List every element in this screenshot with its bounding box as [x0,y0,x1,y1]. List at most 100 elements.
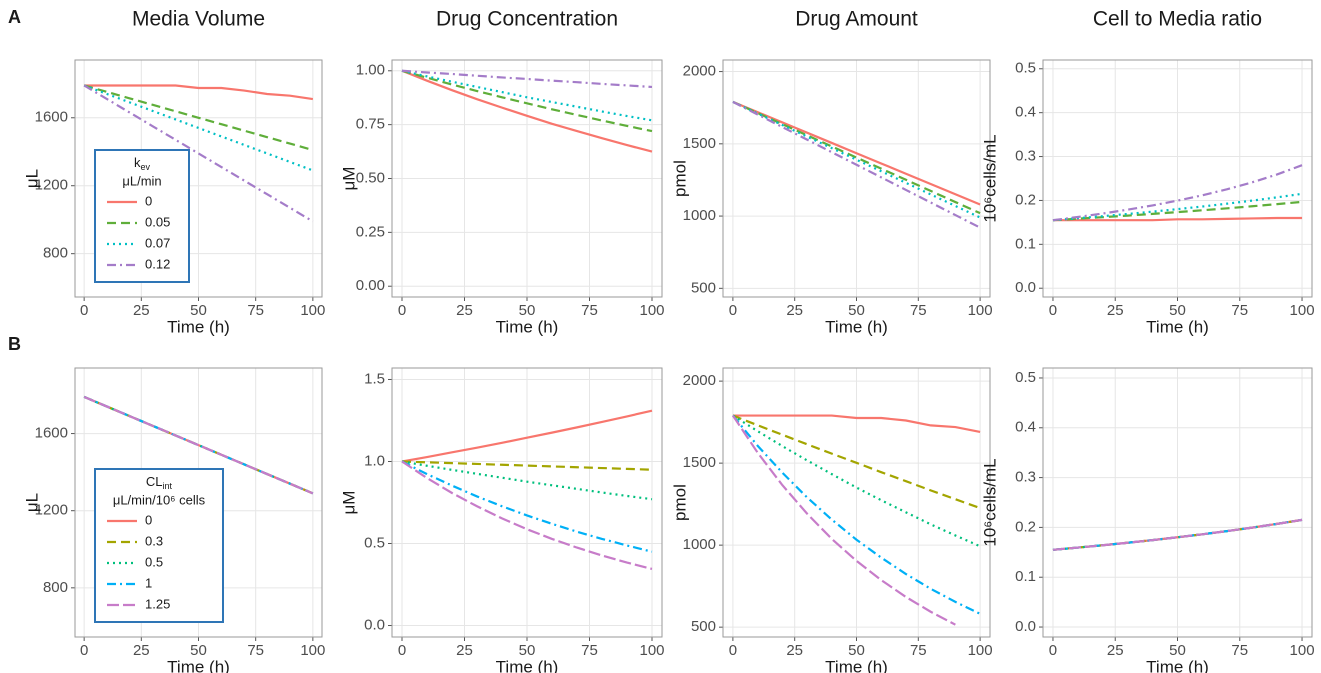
plot-border [74,367,323,638]
y-tick-label: 1000 [683,536,716,553]
x-tick-label: 50 [190,302,207,319]
y-tick-label: 0.2 [1015,191,1036,208]
x-tick-label: 0 [1049,642,1057,659]
y-tick-label: 1500 [683,454,716,471]
panel: Media Volume 800 1200 1600 0 25 50 75 100 Time (h… [22,8,325,337]
y-tick-label: 0.3 [1015,469,1036,486]
series-line [732,414,981,615]
y-tick-label: 0.1 [1015,568,1036,585]
x-tick-label: 25 [133,642,150,659]
y-axis-label: pmol [670,160,689,197]
y-axis-label: pmol [670,484,689,521]
x-tick-label: 25 [1107,302,1124,319]
plot-border [391,367,663,638]
legend-label: 0.12 [145,256,170,271]
panel: Drug Amount 500 1000 1500 2000 0 25 50 75 100 Time… [670,8,992,337]
panel-label: B [8,334,21,354]
x-tick-label: 0 [80,302,88,319]
x-tick-label: 100 [1290,302,1315,319]
legend-box [94,468,224,623]
series-line [1052,518,1303,551]
x-tick-label: 50 [848,642,865,659]
legend-label: 0.05 [145,214,170,229]
y-axis-label: μL [22,493,41,512]
x-tick-label: 75 [247,642,264,659]
x-axis-label: Time (h) [825,317,888,336]
x-tick-label: 0 [398,302,406,319]
legend-title-line2: μL/min [122,173,161,188]
x-tick-label: 25 [1107,642,1124,659]
chart-title: Media Volume [132,8,265,31]
x-tick-label: 25 [133,302,150,319]
x-tick-label: 100 [968,302,993,319]
y-tick-label: 1600 [35,109,68,126]
y-tick-label: 1500 [683,135,716,152]
series-line [401,460,653,570]
x-axis-label: Time (h) [1146,657,1209,673]
y-tick-label: 1600 [35,425,68,442]
x-tick-label: 0 [80,642,88,659]
legend-label: 0 [145,512,152,527]
series-line [1052,216,1303,222]
y-tick-label: 2000 [683,63,716,80]
y-tick-label: 0.5 [1015,369,1036,386]
series-line [1052,164,1303,222]
y-axis-label: 10⁶cells/mL [980,134,999,222]
chart-title: Drug Amount [795,8,918,31]
y-tick-label: 0.50 [356,169,385,186]
x-tick-label: 50 [848,302,865,319]
y-tick-label: 1.0 [364,452,385,469]
x-tick-label: 50 [1169,302,1186,319]
x-tick-label: 100 [968,642,993,659]
x-axis-label: Time (h) [167,657,230,673]
y-axis-label: μL [22,169,41,188]
series-line [84,84,314,101]
series-line [732,414,981,548]
x-tick-label: 75 [581,302,598,319]
series-line [732,414,981,510]
series-line [731,414,956,626]
panel: 800 1200 1600 0 25 50 75 100 Time (h) μL CLintμL/m… [22,367,325,673]
y-tick-label: 0.25 [356,223,385,240]
y-tick-label: 0.1 [1015,235,1036,252]
y-tick-label: 0.75 [356,116,385,133]
legend-box [94,149,190,283]
x-axis-label: Time (h) [1146,317,1209,336]
x-tick-label: 0 [729,642,737,659]
y-axis-label: μM [339,491,358,515]
legend-title-sub: ev [140,162,150,172]
x-tick-label: 50 [519,642,536,659]
x-tick-label: 75 [247,302,264,319]
y-axis-label: μM [339,167,358,191]
x-tick-label: 100 [639,302,664,319]
x-tick-label: 25 [786,302,803,319]
x-tick-label: 75 [1231,642,1248,659]
y-tick-label: 0.4 [1015,104,1036,121]
y-tick-label: 1200 [35,177,68,194]
y-tick-label: 1000 [683,207,716,224]
series-line [401,69,653,122]
plot-border [722,59,991,298]
x-tick-label: 100 [300,642,325,659]
series-line [732,100,981,215]
series-line [732,100,981,229]
y-tick-label: 0.5 [1015,60,1036,77]
chart-title: Drug Concentration [436,8,618,31]
plot-border [1042,59,1313,298]
x-tick-label: 100 [1290,642,1315,659]
x-tick-label: 25 [786,642,803,659]
series-line [732,100,981,206]
x-tick-label: 50 [519,302,536,319]
x-tick-label: 50 [190,642,207,659]
legend-label: 0.3 [145,533,163,548]
y-tick-label: 0.4 [1015,419,1036,436]
series-line [401,460,653,553]
x-tick-label: 100 [300,302,325,319]
x-tick-label: 0 [1049,302,1057,319]
y-tick-label: 0.3 [1015,148,1036,165]
plot-border [391,59,663,298]
panel: 500 1000 1500 2000 0 25 50 75 100 Time (h) pmol [670,367,993,673]
legend-label: 1.25 [145,596,170,611]
series-line [732,414,981,434]
